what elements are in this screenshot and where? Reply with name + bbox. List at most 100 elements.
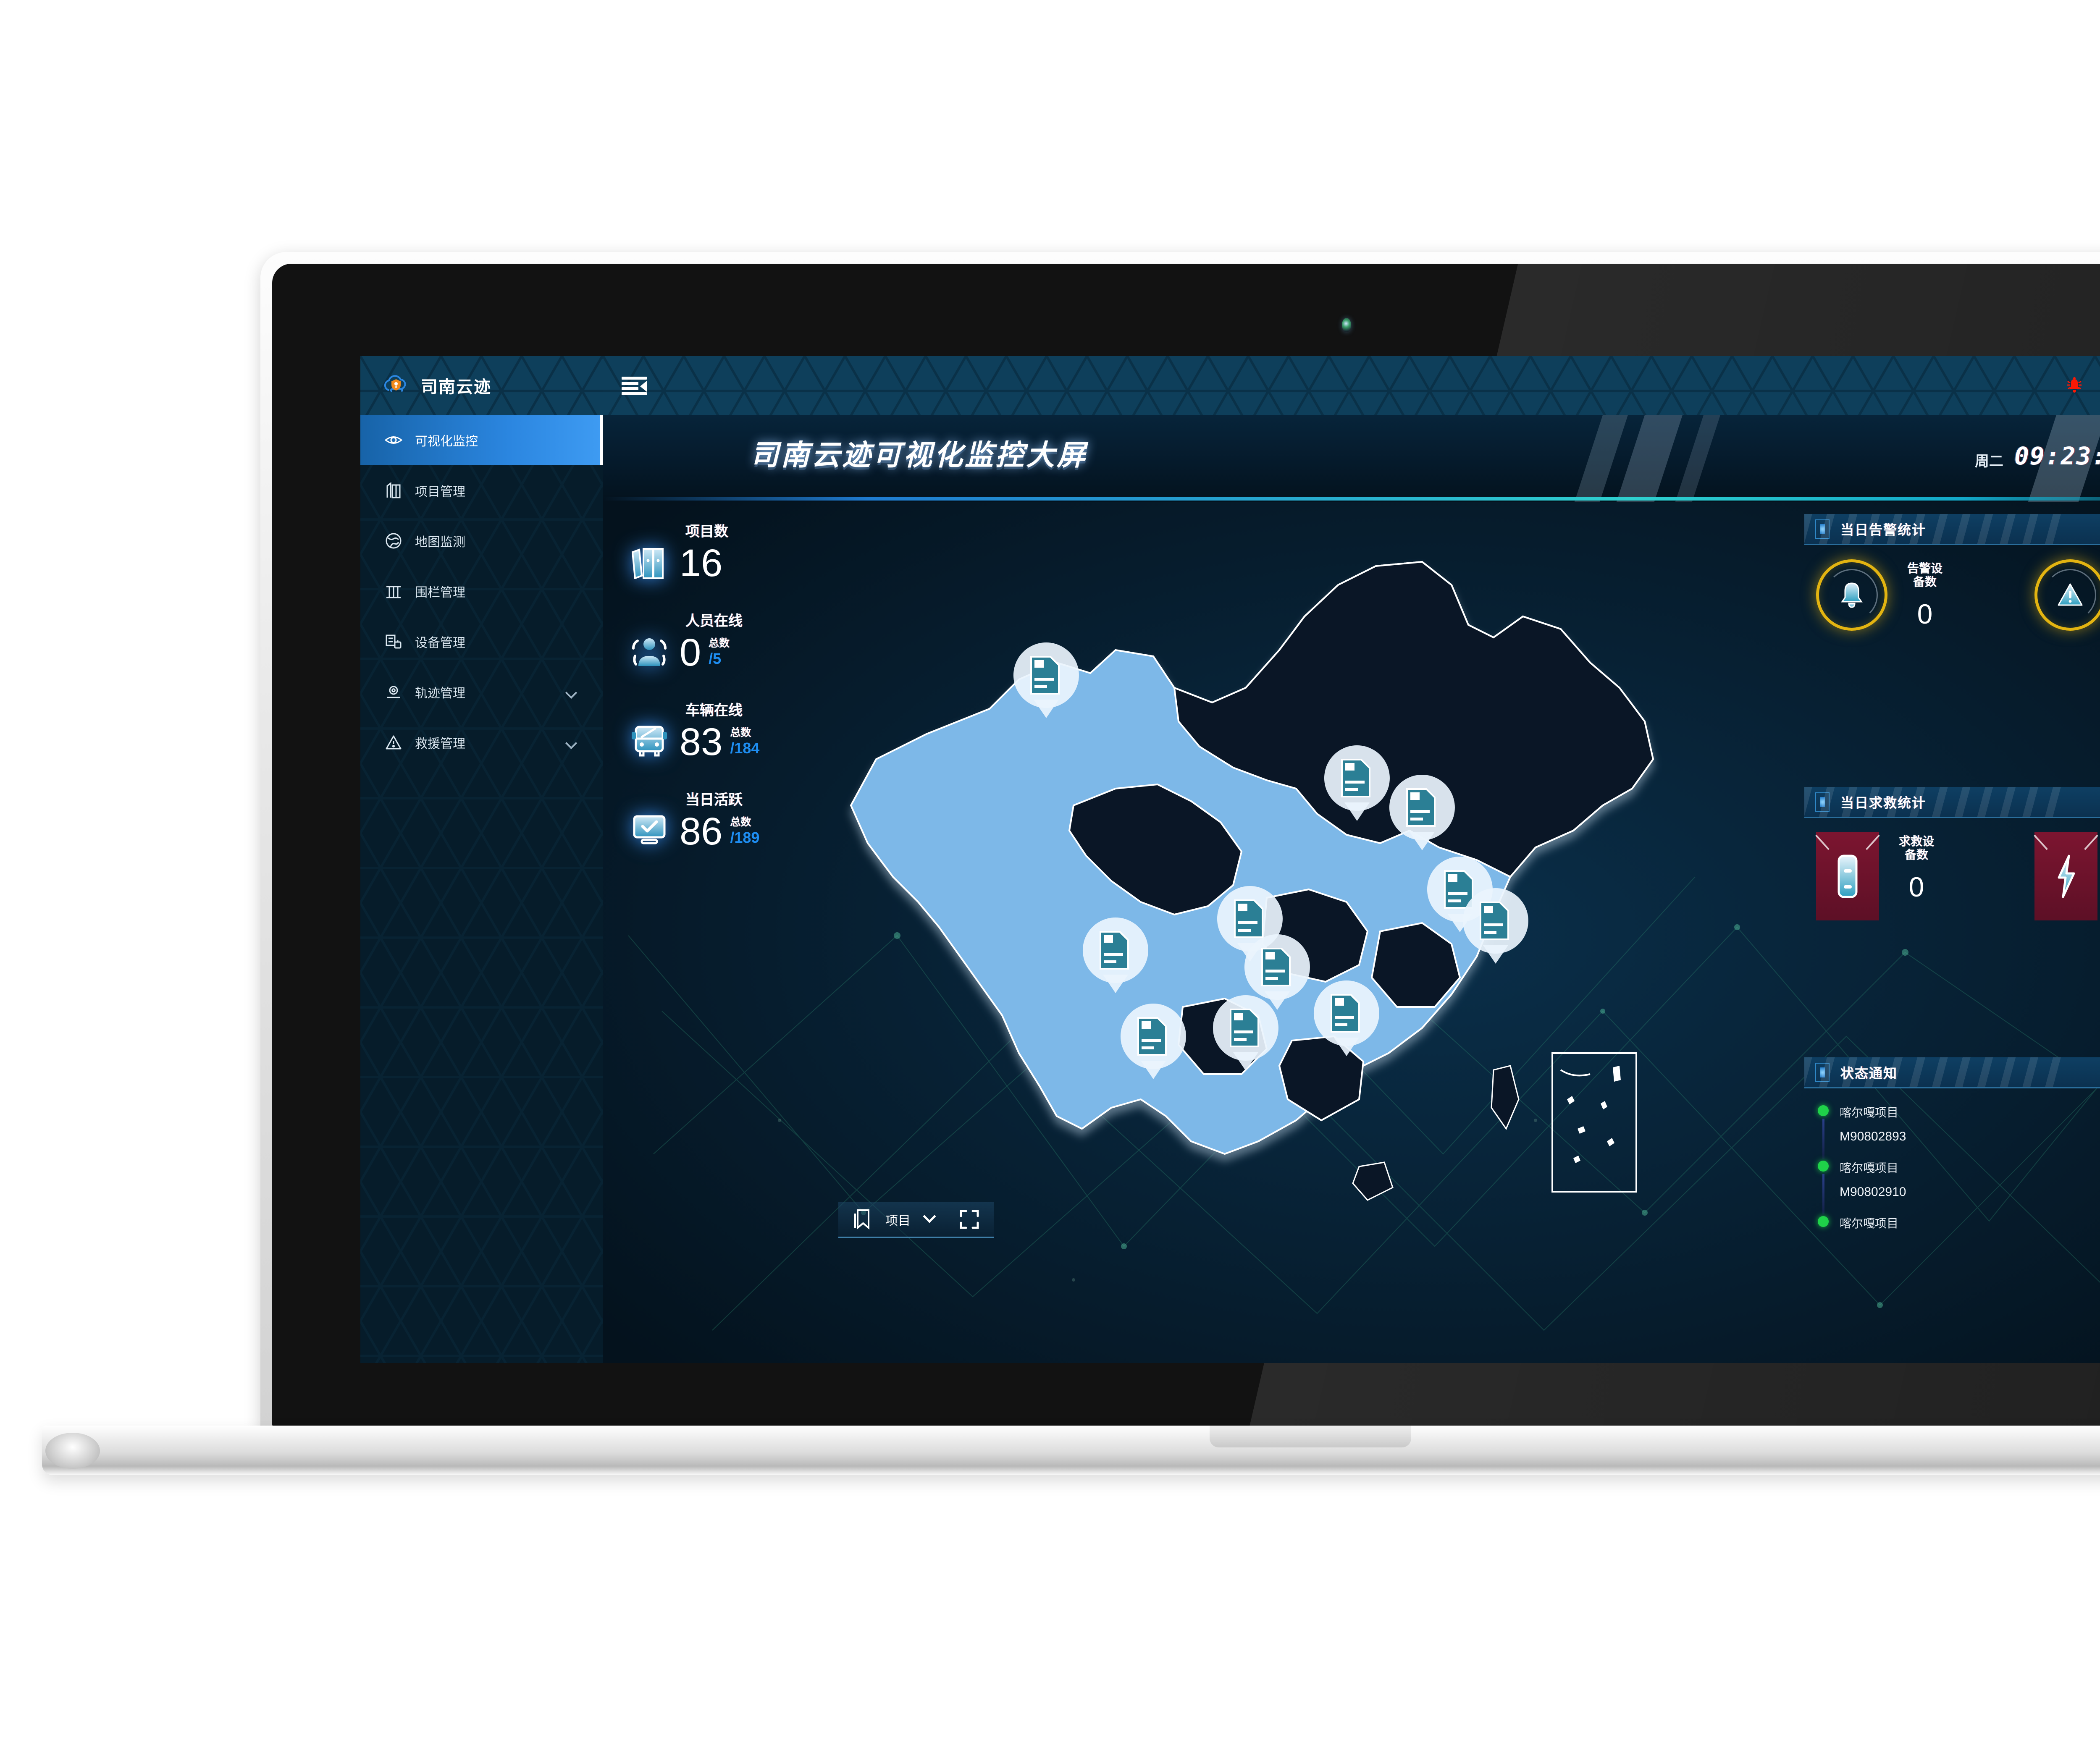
menu-fold-icon[interactable] [622,376,647,395]
china-map[interactable]: 项目 [822,511,1716,1238]
page-banner: 司南云迹可视化监控大屏 周二 09:23:18 2023.10.24 [603,415,2100,502]
panel-body: 求救设 备数 0 [1804,818,2100,920]
hex-pattern [360,356,603,415]
status-list[interactable]: 喀尔嘎项目在线M908028932023-10-24 08:10:31喀尔嘎项目… [1804,1088,2100,1240]
document-marker-icon[interactable] [1313,980,1379,1056]
document-marker-icon[interactable] [1244,934,1310,1010]
people-icon [627,631,672,671]
kpi-total-value: /189 [730,829,760,846]
kpi-value: 83 [680,720,723,763]
ring-gauge [2034,559,2100,631]
fence-icon [385,582,402,600]
brand-block: 司南云迹 [360,356,603,415]
panel-square-icon [1815,519,1830,539]
kpi-label: 人员在线 [685,613,743,629]
weekday-label: 周二 [1974,454,2003,469]
document-marker-icon[interactable] [1013,642,1079,718]
kpi-stat-3: 当日活跃 86 总数/189 [627,788,824,851]
laptop-base-notch [1210,1426,1411,1447]
panel-title: 当日告警统计 [1840,522,1927,537]
clock: 周二 09:23:18 2023.10.24 [1975,442,2100,470]
sidebar-item-5[interactable]: 轨迹管理 [360,667,603,717]
sidebar-item-4[interactable]: 设备管理 [360,616,603,667]
device-list-icon [385,633,402,650]
sidebar-item-label: 地图监测 [415,535,465,549]
metric-alarm-records: 告警记录数 0 [2023,559,2100,631]
red-card [2034,832,2097,920]
online-dot-icon [1818,1161,1829,1172]
status-project-name: 喀尔嘎项目 [1840,1161,1899,1174]
sidebar-item-label: 设备管理 [415,636,465,650]
books-icon [627,541,672,582]
page-title: 司南云迹可视化监控大屏 [750,439,1088,471]
sidebar-item-6[interactable]: 救援管理 [360,717,603,768]
track-pin-icon [385,683,402,701]
sidebar-item-label: 可视化监控 [415,435,478,448]
sidebar-item-2[interactable]: 地图监测 [360,516,603,566]
kpi-total-label: 总数 [709,637,730,649]
lightning-icon [2058,855,2075,898]
bus-icon [627,720,672,760]
kpi-value: 16 [680,541,723,585]
online-dot-icon [1818,1216,1829,1227]
sidebar-item-3[interactable]: 围栏管理 [360,566,603,616]
chevron-down-icon [565,687,578,699]
online-dot-icon [1818,1105,1829,1116]
status-row[interactable]: 喀尔嘎项目在线M908028932023-10-24 08:10:31 [1815,1097,2100,1159]
sidebar-item-label: 围栏管理 [415,586,465,600]
document-marker-icon[interactable] [1213,995,1278,1071]
status-row[interactable]: 喀尔嘎项目在线 [1815,1208,2100,1240]
kpi-label: 项目数 [685,524,728,540]
metric-value: 0 [1917,598,1933,629]
app-bar-right-area: 中文 [603,356,2100,415]
eye-icon [385,431,402,449]
sidebar-item-label: 项目管理 [415,485,465,499]
status-project-name: 喀尔嘎项目 [1840,1217,1899,1230]
document-marker-icon[interactable] [1120,1004,1186,1079]
fullscreen-icon[interactable] [959,1209,979,1229]
panel-title: 状态通知 [1840,1065,1898,1081]
screen: 司南云迹 [360,356,2100,1363]
panel-header: 状态通知 [1804,1057,2100,1088]
sidebar-item-0[interactable]: 可视化监控 [360,415,603,465]
globe-icon [385,532,402,550]
panel-square-icon [1815,792,1830,812]
rescue-panel: 当日求救统计 [1804,787,2100,920]
china-map-svg [850,561,1654,1201]
sidebar-item-1[interactable]: 项目管理 [360,465,603,516]
hex-pattern [360,415,603,1363]
time-value: 09:23:18 [2014,442,2100,470]
document-marker-icon[interactable] [1324,745,1390,821]
kpi-stat-0: 项目数 16 [627,520,824,582]
warning-triangle-icon [385,734,402,751]
cloud-shield-pin-icon [382,372,410,399]
warning-icon [2058,583,2083,606]
metric-label: 求救设 备数 [1898,835,1934,862]
metric-label: 告警设 备数 [1907,562,1942,589]
status-row[interactable]: 喀尔嘎项目在线M908029102023-10-24 08:10:31 [1815,1152,2100,1214]
brand-name: 司南云迹 [421,378,491,396]
bell-alert-icon[interactable] [2066,376,2083,395]
kpi-label: 车辆在线 [685,703,743,718]
webcam-icon [1342,318,1351,332]
status-device-id: M90802893 [1840,1130,1906,1143]
laptop-base [42,1426,2100,1475]
banner-underline [603,497,2100,501]
kpi-total-label: 总数 [730,727,751,739]
map-project-control[interactable]: 项目 [838,1202,994,1238]
red-card [1816,832,1879,920]
hex-pattern [603,356,2100,415]
panel-body: 告警设 备数 0 [1804,545,2100,631]
kpi-stat-2: 车辆在线 83 总数/184 [627,699,824,763]
document-marker-icon[interactable] [1082,917,1148,993]
sidebar-item-label: 轨迹管理 [415,687,465,700]
bookmark-icon [854,1209,869,1229]
document-marker-icon[interactable] [1389,775,1455,850]
metric-value: 0 [1908,871,1924,902]
status-project-name: 喀尔嘎项目 [1840,1106,1899,1119]
kpi-value: 0 [680,631,701,674]
row-connector [1822,1119,1824,1159]
document-marker-icon[interactable] [1462,888,1528,964]
south-sea-inset [1551,1052,1637,1193]
